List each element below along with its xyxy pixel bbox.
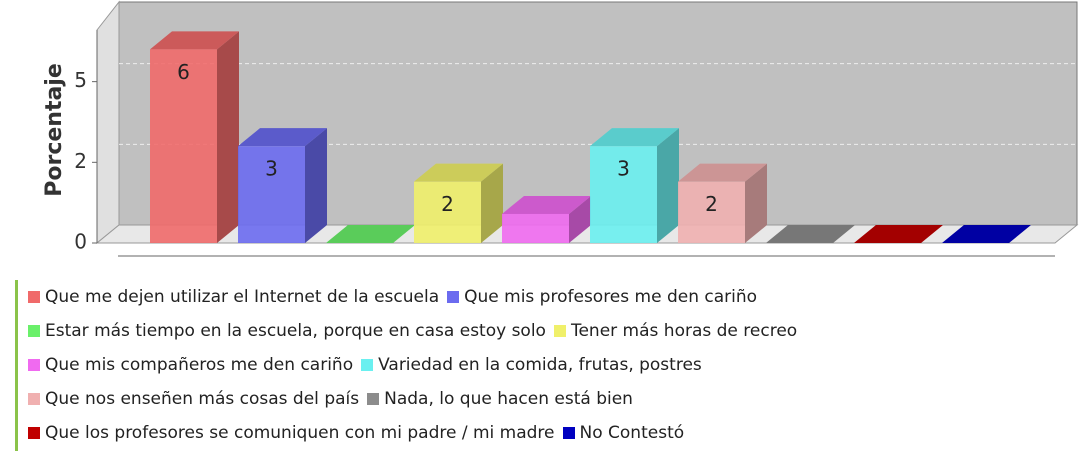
bar (326, 225, 415, 243)
bar (414, 163, 503, 243)
bar-top (942, 225, 1031, 243)
legend-entry: Variedad en la comida, frutas, postres (361, 355, 702, 375)
bar-top-shade (414, 163, 503, 182)
y-tick-label: 2 (74, 149, 87, 173)
bar (590, 128, 679, 243)
bar-side (481, 163, 503, 243)
legend-swatch (553, 325, 566, 337)
legend-swatch (28, 291, 40, 303)
legend-swatch (28, 393, 40, 405)
bar-side (569, 195, 591, 243)
bar-front (238, 146, 305, 243)
bar-top-shade (590, 128, 679, 147)
bar-side-shade (569, 195, 591, 243)
bar-front (590, 146, 657, 243)
bar-top (766, 225, 855, 243)
legend-label: No Contestó (579, 423, 685, 443)
bar-side (305, 128, 327, 243)
legend-entry: Nada, lo que hacen está bien (367, 389, 633, 409)
y-axis-label: Porcentaje (42, 63, 67, 197)
bar-top (238, 128, 327, 147)
legend: Que me dejen utilizar el Internet de la … (15, 280, 1075, 451)
legend-swatch (28, 325, 40, 337)
bar-side (217, 31, 239, 244)
legend-swatch (447, 291, 460, 303)
legend-label: Tener más horas de recreo (570, 321, 798, 341)
bar-top (326, 225, 415, 243)
bar-side (745, 163, 767, 243)
bar-top-shade (942, 225, 1031, 243)
bar-top (854, 225, 943, 243)
bar-front (150, 49, 217, 244)
bar-side-shade (217, 31, 239, 244)
legend-row: Estar más tiempo en la escuela, porque e… (28, 314, 1075, 348)
legend-swatch (361, 359, 374, 371)
legend-label: Variedad en la comida, frutas, postres (378, 355, 702, 375)
bar (942, 225, 1031, 243)
data-label: 3 (617, 157, 630, 181)
bar-top-shade (150, 31, 239, 50)
data-label: 3 (265, 157, 278, 181)
y-tick-label: 5 (74, 68, 87, 92)
legend-label: Que mis profesores me den cariño (464, 287, 758, 307)
bar-top-shade (326, 225, 415, 243)
bar-side-shade (481, 163, 503, 243)
bar-top-shade (502, 195, 591, 214)
bar (678, 163, 767, 243)
legend-entry: Que mis profesores me den cariño (447, 287, 757, 307)
bar-top (414, 163, 503, 182)
legend-entry: Que me dejen utilizar el Internet de la … (28, 287, 439, 307)
legend-swatch (367, 393, 380, 405)
legend-row: Que los profesores se comuniquen con mi … (28, 416, 1075, 450)
bar-front (414, 181, 481, 243)
legend-row: Que nos enseñen más cosas del país Nada, … (28, 382, 1075, 416)
bar-front (678, 181, 745, 243)
legend-label: Que me dejen utilizar el Internet de la … (45, 287, 440, 307)
data-label: 6 (177, 60, 190, 84)
bar-top-shade (766, 225, 855, 243)
y-tick-label: 0 (74, 230, 87, 254)
legend-label: Que mis compañeros me den cariño (45, 355, 354, 375)
bar (150, 31, 239, 244)
legend-row: Que mis compañeros me den cariño Variedad… (28, 348, 1075, 382)
bar-top (590, 128, 679, 147)
bar (854, 225, 943, 243)
bar-side-shade (657, 128, 679, 243)
bar-top-shade (854, 225, 943, 243)
legend-entry: Tener más horas de recreo (553, 321, 798, 341)
bar-side-shade (745, 163, 767, 243)
legend-entry: No Contestó (562, 423, 685, 443)
bar-side-shade (305, 128, 327, 243)
legend-entry: Que mis compañeros me den cariño (28, 355, 353, 375)
legend-label: Que nos enseñen más cosas del país (45, 389, 360, 409)
data-label: 2 (705, 192, 718, 216)
bar-top-shade (238, 128, 327, 147)
bar-top (678, 163, 767, 182)
bar-front (502, 213, 569, 243)
bar-side (657, 128, 679, 243)
legend-entry: Que los profesores se comuniquen con mi … (28, 423, 555, 443)
legend-swatch (562, 427, 575, 439)
legend-label: Que los profesores se comuniquen con mi … (45, 423, 555, 443)
data-label: 2 (441, 192, 454, 216)
bar (502, 195, 591, 243)
legend-swatch (28, 359, 40, 371)
chart: Porcentaje 0 2 5 6 3 2 3 2 (42, 0, 1079, 257)
bar-top (502, 195, 591, 214)
legend-entry: Estar más tiempo en la escuela, porque e… (28, 321, 546, 341)
legend-label: Estar más tiempo en la escuela, porque e… (45, 321, 546, 341)
legend-entry: Que nos enseñen más cosas del país (28, 389, 359, 409)
legend-row: Que me dejen utilizar el Internet de la … (28, 280, 1075, 314)
bar (238, 128, 327, 243)
bar-top-shade (678, 163, 767, 182)
legend-label: Nada, lo que hacen está bien (384, 389, 633, 409)
legend-swatch (28, 427, 40, 439)
bar-top (150, 31, 239, 50)
bar (766, 225, 855, 243)
side-wall (96, 0, 120, 245)
